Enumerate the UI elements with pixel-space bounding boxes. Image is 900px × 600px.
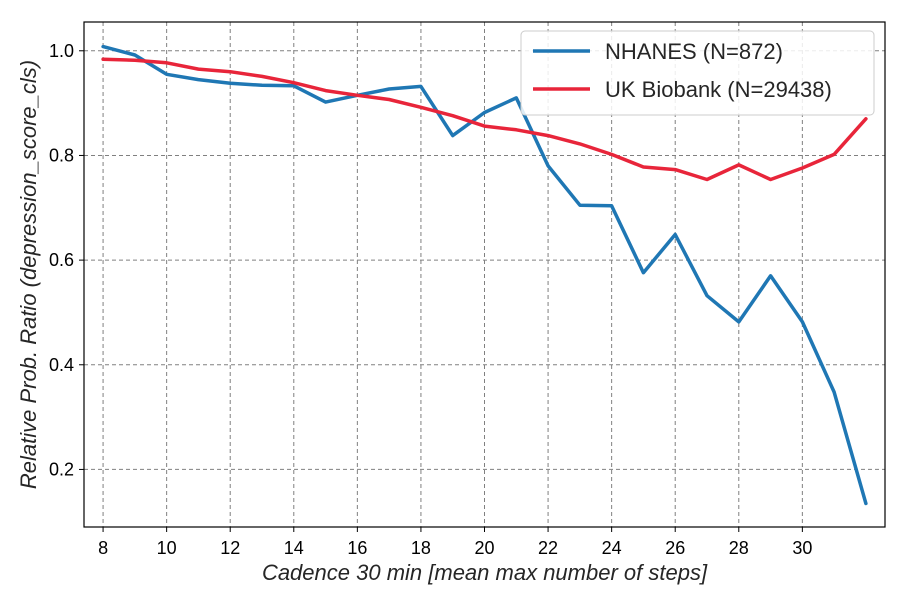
y-tick-label: 0.4 xyxy=(49,355,74,375)
x-tick-label: 12 xyxy=(220,538,240,558)
y-tick-label: 0.6 xyxy=(49,250,74,270)
y-tick-label: 0.2 xyxy=(49,459,74,479)
x-tick-label: 10 xyxy=(157,538,177,558)
x-tick-label: 24 xyxy=(602,538,622,558)
x-tick-label: 14 xyxy=(284,538,304,558)
x-tick-label: 28 xyxy=(729,538,749,558)
y-tick-label: 1.0 xyxy=(49,41,74,61)
x-axis-ticks: 8 10 12 14 16 18 20 22 24 26 28 30 xyxy=(98,527,812,558)
series-line xyxy=(101,57,868,182)
x-tick-label: 18 xyxy=(411,538,431,558)
series-group xyxy=(101,44,868,506)
legend-label: NHANES (N=872) xyxy=(605,39,783,64)
y-axis-label: Relative Prob. Ratio (depression_score_c… xyxy=(16,60,41,489)
y-axis-ticks: 0.2 0.4 0.6 0.8 1.0 xyxy=(49,41,84,479)
x-tick-label: 22 xyxy=(538,538,558,558)
legend-label: UK Biobank (N=29438) xyxy=(605,77,832,102)
x-tick-label: 30 xyxy=(792,538,812,558)
legend: NHANES (N=872) UK Biobank (N=29438) xyxy=(520,30,875,116)
x-tick-label: 26 xyxy=(665,538,685,558)
x-axis-label: Cadence 30 min [mean max number of steps… xyxy=(262,560,708,585)
y-tick-label: 0.8 xyxy=(49,145,74,165)
x-tick-label: 8 xyxy=(98,538,108,558)
x-tick-label: 20 xyxy=(474,538,494,558)
x-tick-label: 16 xyxy=(347,538,367,558)
legend-box xyxy=(520,30,875,116)
series-line xyxy=(101,44,868,506)
